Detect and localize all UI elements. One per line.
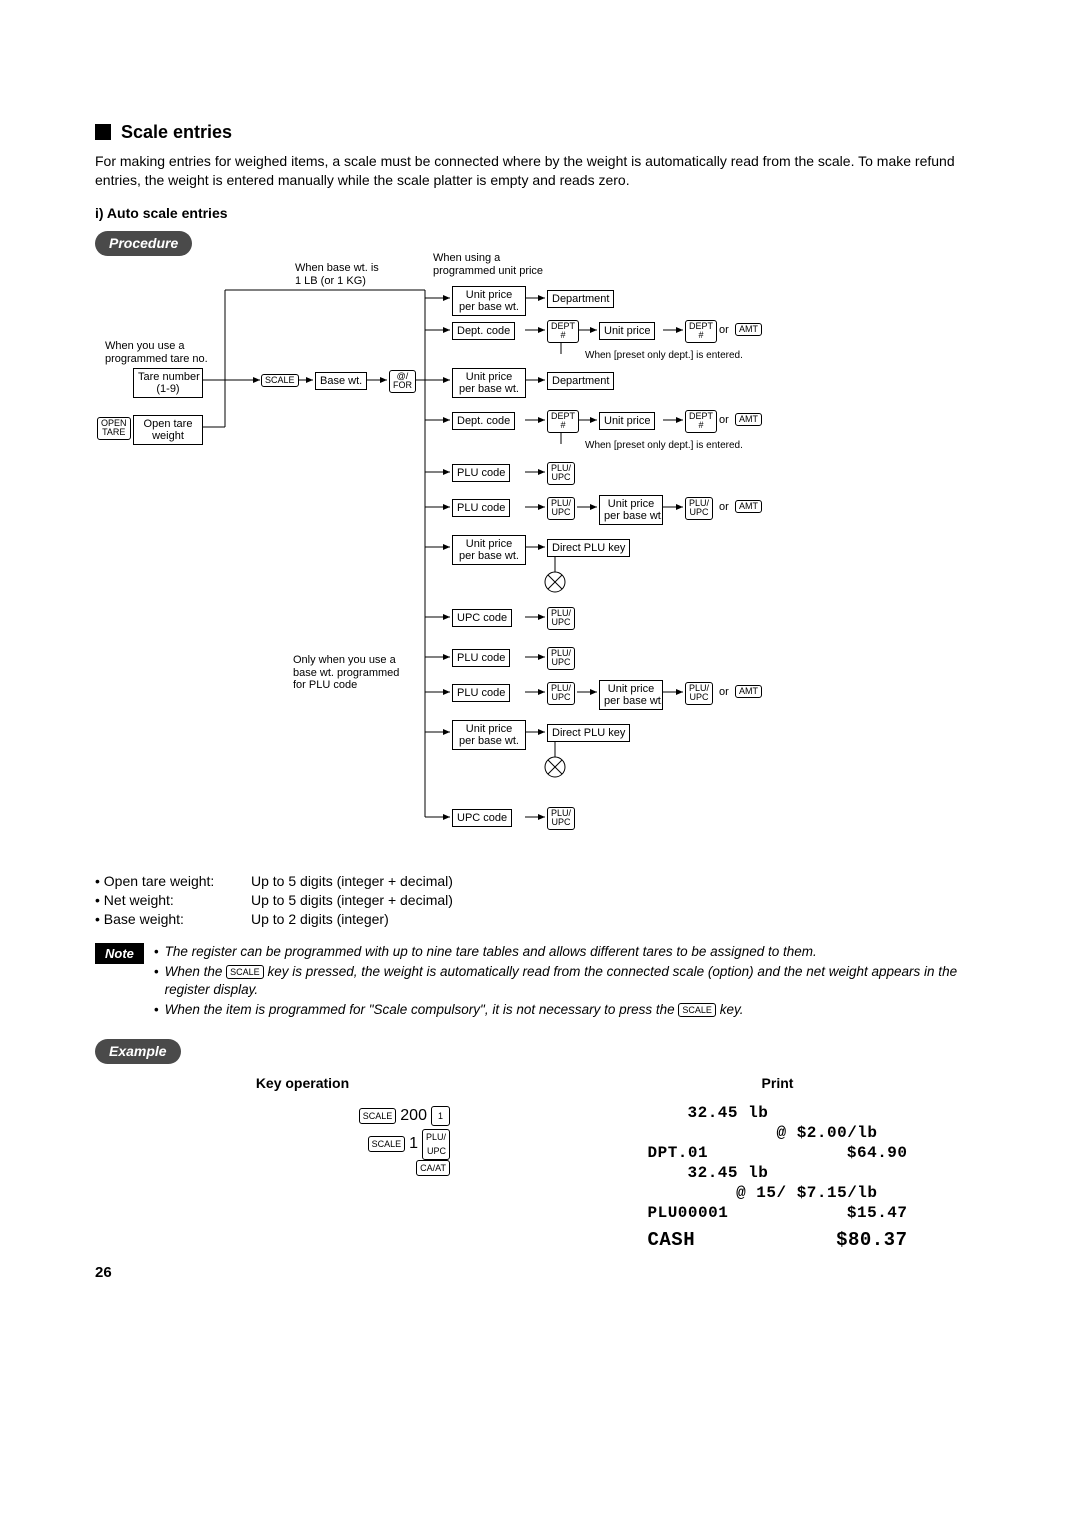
- box-direct-plu-r7: Direct PLU key: [547, 539, 630, 557]
- annot-base-wt: When base wt. is 1 LB (or 1 KG): [295, 262, 379, 287]
- box-department-r1: Department: [547, 290, 614, 308]
- receipt: 32.45 lb @ $2.00/lb DPT.01 $64.90 32.45 l…: [648, 1103, 908, 1253]
- key-amt-r10: AMT: [735, 685, 762, 698]
- or-r6: or: [719, 501, 729, 514]
- key-plu-r6b: PLU/ UPC: [685, 497, 713, 520]
- or-r10: or: [719, 686, 729, 699]
- bullet-1-val: Up to 5 digits (integer + decimal): [251, 872, 453, 891]
- receipt-l6b: $15.47: [847, 1203, 908, 1223]
- inline-scale-key-1: SCALE: [226, 965, 264, 979]
- key-amt-r6: AMT: [735, 500, 762, 513]
- inline-scale-key-2: SCALE: [678, 1003, 716, 1017]
- key-plu-r5: PLU/ UPC: [547, 462, 575, 485]
- intro-text: For making entries for weighed items, a …: [95, 152, 985, 190]
- annot-preset-2: When [preset only dept.] is entered.: [585, 440, 743, 452]
- bullet-2-label: • Net weight:: [95, 891, 245, 910]
- annot-only-plu: Only when you use a base wt. programmed …: [293, 654, 399, 692]
- box-unit-price-r6: Unit price per base wt.: [599, 495, 663, 525]
- key-dept-hash-r4: DEPT #: [547, 410, 579, 433]
- note-2: When the SCALE key is pressed, the weigh…: [165, 963, 985, 999]
- procedure-pill: Procedure: [95, 231, 192, 256]
- box-unit-price-r10: Unit price per base wt.: [599, 680, 663, 710]
- key-dept-hash-r2: DEPT #: [547, 320, 579, 343]
- page-number: 26: [95, 1263, 112, 1283]
- annot-preset-1: When [preset only dept.] is entered.: [585, 350, 743, 362]
- key-plu-r12: PLU/ UPC: [547, 807, 575, 830]
- op-scale-1: SCALE: [359, 1108, 397, 1124]
- receipt-l5: @ 15/ $7.15/lb: [648, 1183, 908, 1203]
- key-at-for: @/ FOR: [389, 370, 416, 393]
- section-title: Scale entries: [121, 120, 232, 144]
- annot-use-tare: When you use a programmed tare no.: [105, 340, 208, 365]
- box-unit-price-r2: Unit price: [599, 322, 655, 340]
- print-head: Print: [570, 1074, 985, 1093]
- procedure-diagram: When base wt. is 1 LB (or 1 KG) When usi…: [95, 262, 975, 862]
- note-tag: Note: [95, 943, 144, 965]
- or-r2: or: [719, 324, 729, 337]
- key-dept-hash-r2b: DEPT #: [685, 320, 717, 343]
- box-unit-price-r3: Unit price per base wt.: [452, 368, 526, 398]
- key-amt-r4: AMT: [735, 413, 762, 426]
- box-dept-code-r2: Dept. code: [452, 322, 515, 340]
- op-key-1: 1: [431, 1106, 450, 1126]
- box-tare-number: Tare number (1-9): [133, 368, 203, 398]
- key-plu-r6: PLU/ UPC: [547, 497, 575, 520]
- note-3: When the item is programmed for "Scale c…: [165, 1001, 744, 1019]
- receipt-l6a: PLU00001: [648, 1203, 729, 1223]
- box-unit-price-r4: Unit price: [599, 412, 655, 430]
- bullet-2-val: Up to 5 digits (integer + decimal): [251, 891, 453, 910]
- box-base-wt: Base wt.: [315, 372, 367, 390]
- box-plu-code-r5: PLU code: [452, 464, 510, 482]
- op-scale-2: SCALE: [368, 1136, 406, 1152]
- box-dept-code-r4: Dept. code: [452, 412, 515, 430]
- receipt-cash-label: CASH: [648, 1229, 696, 1253]
- bullet-1-label: • Open tare weight:: [95, 872, 245, 891]
- key-open-tare: OPEN TARE: [97, 417, 131, 440]
- box-plu-code-r10: PLU code: [452, 684, 510, 702]
- key-operation-head: Key operation: [95, 1074, 510, 1093]
- note-1: The register can be programmed with up t…: [165, 943, 817, 961]
- section-marker: [95, 124, 111, 140]
- receipt-cash-amount: $80.37: [836, 1229, 907, 1253]
- box-unit-price-r7: Unit price per base wt.: [452, 535, 526, 565]
- note-body: •The register can be programmed with up …: [154, 943, 985, 1022]
- box-upc-code-r12: UPC code: [452, 809, 512, 827]
- key-amt-r2: AMT: [735, 323, 762, 336]
- op-num-200: 200: [400, 1103, 427, 1129]
- box-plu-code-r6: PLU code: [452, 499, 510, 517]
- op-plu-key: PLU/ UPC: [422, 1129, 450, 1160]
- receipt-l3b: $64.90: [847, 1143, 908, 1163]
- key-plu-r10: PLU/ UPC: [547, 682, 575, 705]
- or-r4: or: [719, 414, 729, 427]
- bullet-3-label: • Base weight:: [95, 910, 245, 929]
- box-plu-code-r9: PLU code: [452, 649, 510, 667]
- key-scale: SCALE: [261, 374, 299, 387]
- example-pill: Example: [95, 1039, 181, 1064]
- key-plu-r9: PLU/ UPC: [547, 647, 575, 670]
- receipt-l3a: DPT.01: [648, 1143, 709, 1163]
- box-unit-price-r11: Unit price per base wt.: [452, 720, 526, 750]
- key-plu-r8: PLU/ UPC: [547, 607, 575, 630]
- receipt-l4: 32.45 lb: [648, 1163, 908, 1183]
- limits-list: • Open tare weight: Up to 5 digits (integ…: [95, 872, 985, 929]
- box-open-tare: Open tare weight: [133, 415, 203, 445]
- box-upc-code-r8: UPC code: [452, 609, 512, 627]
- diagram-lines: [95, 262, 975, 862]
- key-dept-hash-r4b: DEPT #: [685, 410, 717, 433]
- key-plu-r10b: PLU/ UPC: [685, 682, 713, 705]
- box-unit-price-r1: Unit price per base wt.: [452, 286, 526, 316]
- bullet-3-val: Up to 2 digits (integer): [251, 910, 389, 929]
- annot-programmed-unit: When using a programmed unit price: [433, 252, 543, 277]
- op-num-1: 1: [409, 1131, 418, 1157]
- op-caat-key: CA/AT: [416, 1160, 450, 1176]
- receipt-l1: 32.45 lb: [648, 1103, 908, 1123]
- receipt-l2: @ $2.00/lb: [648, 1123, 908, 1143]
- subsection-heading: i) Auto scale entries: [95, 204, 985, 223]
- key-operation-list: SCALE 200 1 SCALE 1 PLU/ UPC CA/AT: [95, 1103, 510, 1176]
- box-department-r3: Department: [547, 372, 614, 390]
- box-direct-plu-r11: Direct PLU key: [547, 724, 630, 742]
